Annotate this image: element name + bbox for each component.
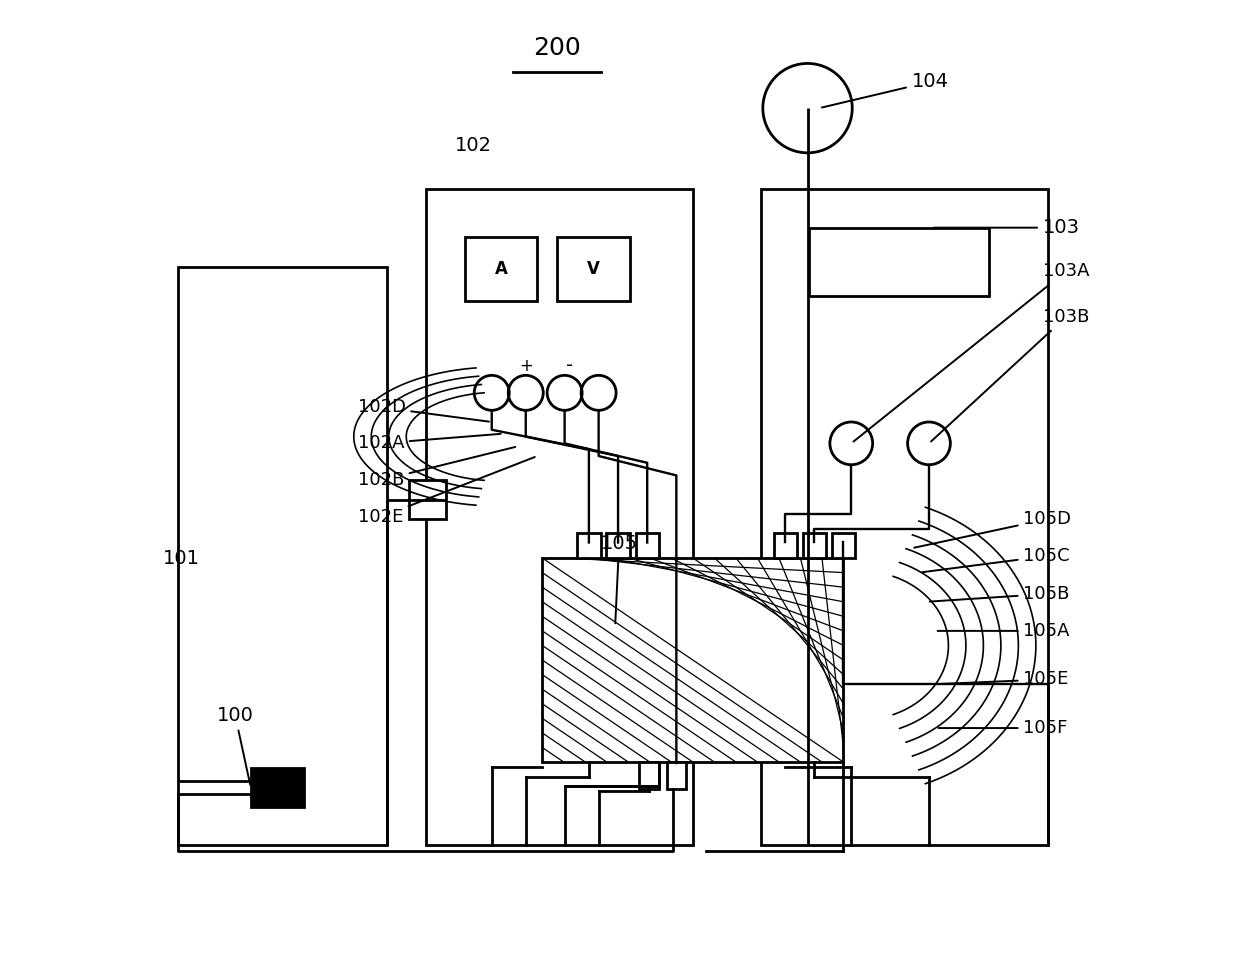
Text: +: + <box>518 357 533 374</box>
Text: 102B: 102B <box>357 447 516 489</box>
Text: 105E: 105E <box>934 670 1069 689</box>
Text: -: - <box>565 356 573 375</box>
Text: 105D: 105D <box>914 511 1071 548</box>
Bar <box>640 762 658 789</box>
Text: 102: 102 <box>455 135 492 155</box>
Text: 101: 101 <box>164 549 201 567</box>
Text: A: A <box>495 260 507 278</box>
Text: 105B: 105B <box>930 585 1070 603</box>
Text: 103A: 103A <box>853 263 1089 442</box>
Text: 100: 100 <box>217 706 254 785</box>
Text: 104: 104 <box>822 73 949 108</box>
Text: 105F: 105F <box>939 719 1068 737</box>
Bar <box>802 533 826 558</box>
Bar <box>557 237 630 301</box>
Text: V: V <box>587 260 600 278</box>
Bar <box>761 189 1048 845</box>
Text: 102D: 102D <box>357 399 489 421</box>
Text: 102A: 102A <box>357 434 501 453</box>
Text: 102E: 102E <box>357 457 534 526</box>
Bar <box>578 533 600 558</box>
Text: 103B: 103B <box>931 308 1089 441</box>
Bar <box>425 189 693 845</box>
Bar <box>667 762 686 789</box>
Text: 105A: 105A <box>937 622 1070 640</box>
Bar <box>409 480 446 519</box>
Text: 103: 103 <box>934 219 1080 237</box>
Bar <box>810 227 990 296</box>
Bar <box>636 533 658 558</box>
Text: 200: 200 <box>533 36 580 60</box>
Bar <box>250 768 304 807</box>
Bar <box>177 267 387 845</box>
Bar <box>542 558 843 762</box>
Text: 105C: 105C <box>923 547 1070 572</box>
Bar <box>774 533 797 558</box>
Bar <box>832 533 856 558</box>
Text: 105: 105 <box>600 534 637 623</box>
Bar <box>606 533 630 558</box>
Bar <box>465 237 537 301</box>
